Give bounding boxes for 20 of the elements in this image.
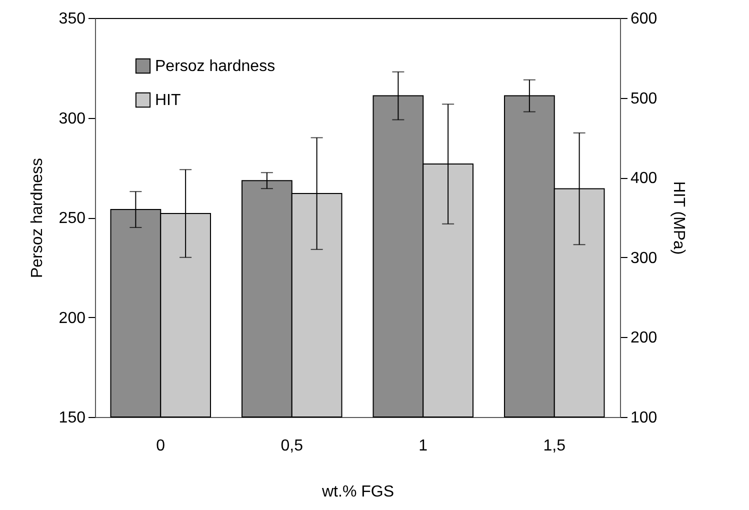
y2-tick-label: 400: [630, 170, 658, 188]
legend-label: Persoz hardness: [155, 58, 276, 75]
y-tick-label: 300: [58, 110, 86, 128]
y-tick-label: 250: [58, 210, 86, 227]
x-tick-label: 1: [418, 438, 428, 454]
y2-tick-label: 300: [630, 250, 658, 267]
y-tick-label: 200: [58, 310, 86, 327]
x-tick-label: 1,5: [543, 438, 566, 454]
y2-tick-label: 500: [630, 90, 658, 108]
y-tick-label: 350: [58, 10, 86, 28]
x-axis-title: wt.% FGS: [320, 484, 394, 500]
y2-tick-label: 100: [630, 410, 658, 426]
legend-label: HIT: [155, 92, 181, 109]
x-tick-label: 0,5: [280, 438, 304, 454]
y2-axis-title: HIT (MPa): [670, 181, 688, 255]
y-axis-title: Persoz hardness: [28, 158, 46, 278]
y2-tick-label: 600: [630, 10, 658, 28]
y2-tick-label: 200: [630, 330, 658, 347]
x-tick-label: 0: [156, 438, 166, 454]
y-tick-label: 150: [58, 410, 86, 426]
